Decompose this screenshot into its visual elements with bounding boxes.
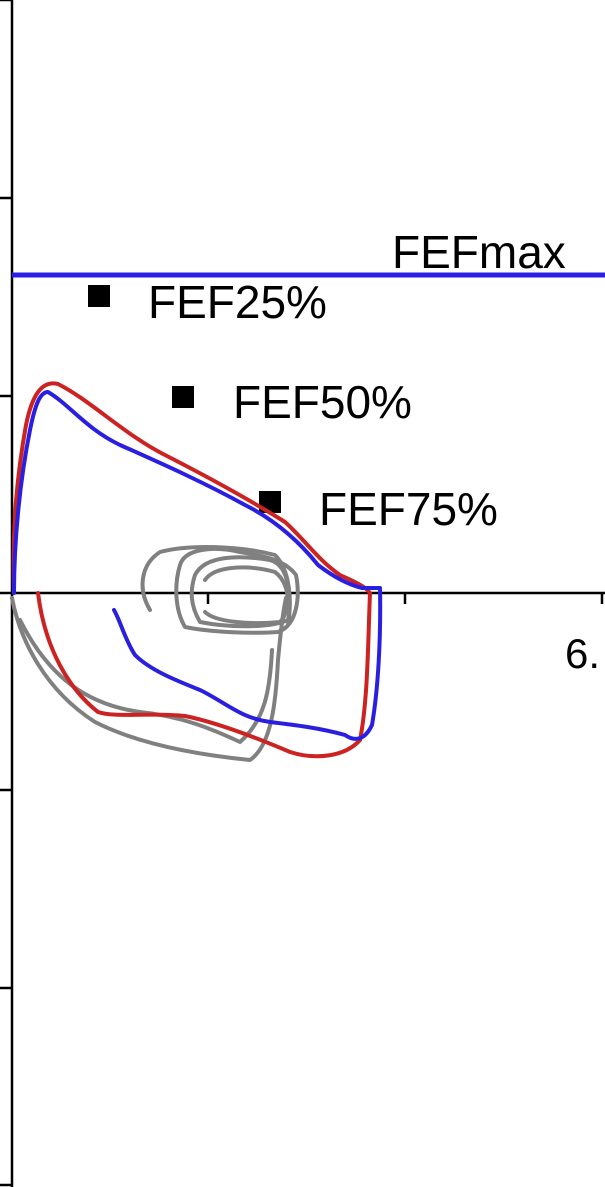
fef75-label: FEF75% bbox=[319, 483, 498, 535]
red-flow-volume-loop bbox=[11, 381, 372, 759]
fefmax-label: FEFmax bbox=[392, 226, 566, 278]
gray-loop-outer bbox=[18, 618, 274, 744]
fef50-label: FEF50% bbox=[233, 376, 412, 428]
fef25-label: FEF25% bbox=[148, 276, 327, 328]
gray-loop-mid bbox=[140, 545, 292, 627]
fef25-marker bbox=[88, 285, 110, 307]
gray-loop-inner bbox=[174, 546, 300, 635]
blue-flow-volume-loop bbox=[12, 390, 383, 741]
fef50-marker bbox=[172, 386, 194, 408]
gray-loop-outer bbox=[10, 596, 288, 762]
x-tick-label: 6. bbox=[565, 630, 600, 677]
gray-loop-inner bbox=[203, 565, 290, 626]
gray-tidal-loops bbox=[10, 545, 300, 762]
